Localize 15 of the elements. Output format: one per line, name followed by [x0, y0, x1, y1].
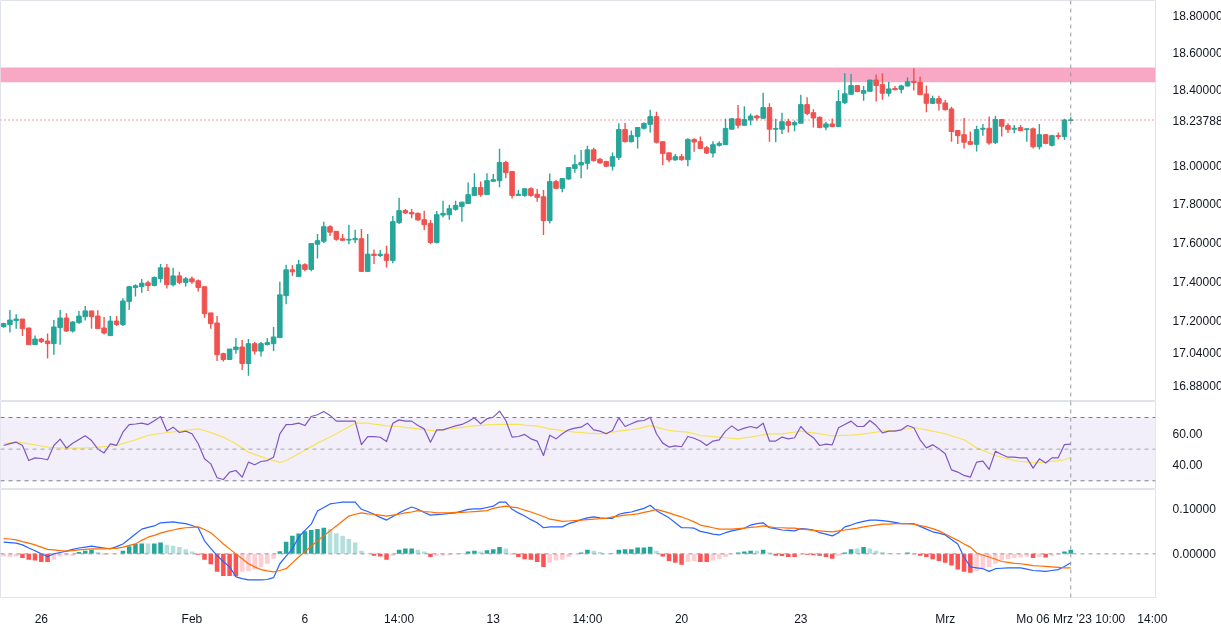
x-tick-label: 13 [486, 611, 501, 625]
x-tick-label: 20 [674, 611, 689, 625]
x-tick-label: 14:00 [384, 611, 415, 625]
y-tick-label: 0.00000 [1172, 547, 1217, 562]
x-tick-label: 14:00 [572, 611, 603, 625]
y-tick-label: 0.10000 [1172, 502, 1217, 517]
x-tick-label: 26 [34, 611, 49, 625]
y-tick-label: 40.00 [1172, 458, 1203, 473]
x-tick-label: 23 [794, 611, 808, 625]
x-tick-label: 14:00 [1137, 611, 1168, 625]
x-tick-label: Mrz [935, 611, 956, 625]
x-tick-label: Mo 06 Mrz '23 10:00 [1016, 611, 1126, 625]
x-tick-label: 6 [301, 611, 309, 625]
y-tick-label: 60.00 [1172, 426, 1203, 441]
x-tick-label: Feb [181, 611, 203, 625]
